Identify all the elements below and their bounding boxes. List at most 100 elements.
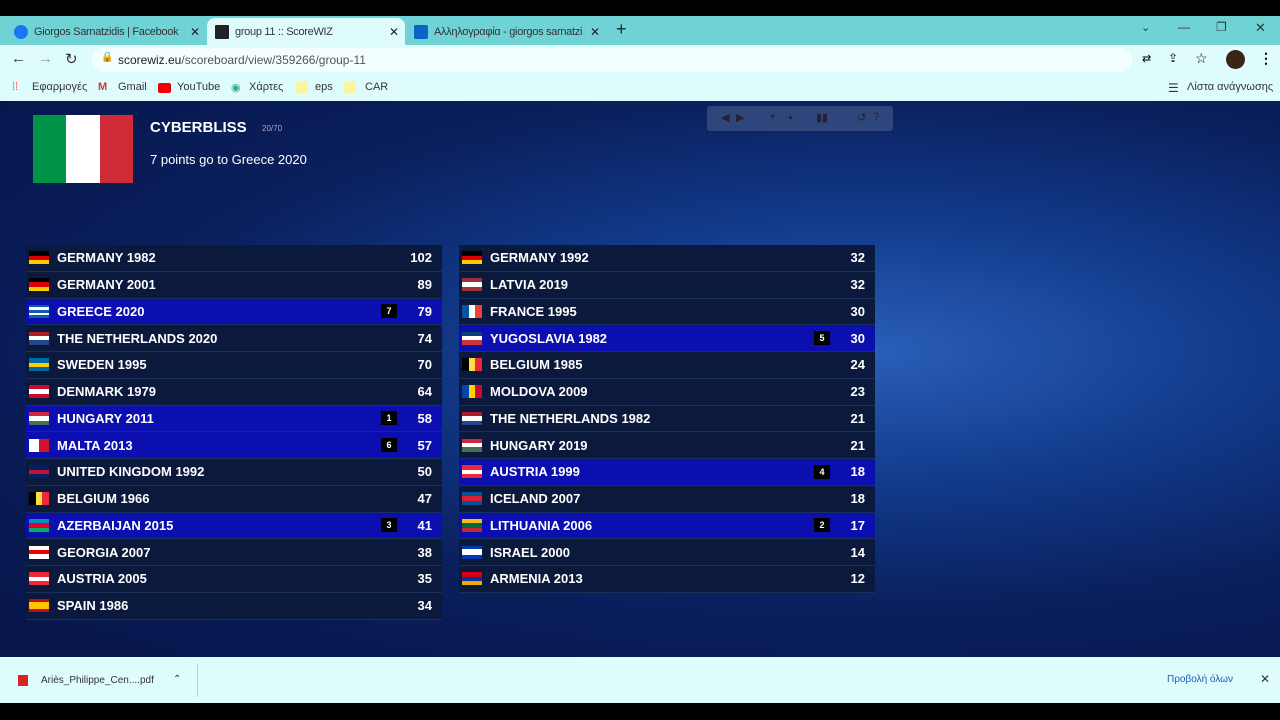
reading-list-button[interactable]: Λίστα ανάγνωσης [1187, 81, 1274, 93]
moldova-flag-icon [462, 385, 483, 399]
show-all-downloads-button[interactable]: Προβολή όλων [1167, 674, 1233, 685]
pdf-icon [18, 675, 28, 686]
help-icon[interactable]: ? [873, 111, 880, 123]
georgia-flag-icon [29, 545, 49, 559]
tab-search-icon[interactable]: ⌄ [1141, 22, 1151, 34]
maps-icon: ◉ [231, 82, 241, 94]
entry-points: 50 [417, 464, 432, 480]
tab-scorewiz[interactable]: group 11 :: ScoreWIZ ✕ [207, 18, 405, 45]
entry-name: SPAIN 1986 [57, 598, 129, 614]
minimize-button[interactable]: — [1178, 20, 1190, 34]
entry-points: 24 [850, 357, 865, 373]
scoreboard-row: AUSTRIA 2005 35 [26, 566, 442, 593]
chevron-up-icon[interactable]: ⌃ [173, 674, 182, 685]
entry-name: GERMANY 2001 [57, 277, 156, 293]
reload-button[interactable]: ↻ [65, 51, 78, 68]
scoreboard-row: FRANCE 1995 30 [459, 298, 875, 326]
scoreboard: CYBERBLISS 20/70 7 points go to Greece 2… [0, 101, 1280, 657]
entry-name: LITHUANIA 2006 [490, 517, 593, 533]
germany-flag-icon [462, 251, 482, 265]
entry-name: FRANCE 1995 [490, 303, 577, 319]
austria-flag-icon [462, 465, 482, 479]
close-download-bar-icon[interactable]: ✕ [1260, 672, 1271, 686]
scoreboard-row: MALTA 2013 6 57 [26, 432, 442, 459]
restart-icon[interactable]: ↺ [857, 112, 867, 124]
maximize-button[interactable]: ❐ [1216, 20, 1227, 34]
entry-points: 32 [850, 250, 865, 266]
speed-up-icon[interactable]: ▲ [787, 114, 794, 121]
scoreboard-row: ARMENIA 2013 12 [459, 566, 875, 593]
tab-outlook[interactable]: Αλληλογραφία - giorgos sarnatzi ✕ [406, 18, 606, 45]
entry-points: 14 [850, 544, 865, 560]
entry-name: HUNGARY 2011 [57, 410, 154, 426]
bookmark-eps[interactable]: eps [315, 81, 333, 93]
bookmarks-bar: ⁞⁞ Εφαρμογές M Gmail YouTube ◉ Χάρτες eps C… [0, 75, 1280, 101]
lithuania-flag-icon [462, 518, 482, 532]
france-flag-icon [462, 304, 483, 318]
tab-facebook[interactable]: Giorgos Sarnatzidis | Facebook ✕ [6, 18, 206, 45]
scoreboard-row: BELGIUM 1966 47 [26, 485, 442, 513]
close-tab-icon[interactable]: ✕ [589, 24, 600, 39]
entry-points: 18 [850, 464, 865, 480]
scoreboard-row: YUGOSLAVIA 1982 5 30 [459, 325, 875, 352]
entry-name: MALTA 2013 [57, 437, 133, 453]
scoreboard-row: DENMARK 1979 64 [26, 378, 442, 406]
israel-flag-icon [462, 545, 482, 559]
received-points-badge: 3 [381, 518, 397, 533]
vote-message: 7 points go to Greece 2020 [150, 152, 307, 167]
back-button[interactable]: ← [11, 50, 26, 67]
entry-name: GERMANY 1992 [490, 250, 589, 266]
scoreboard-row: AZERBAIJAN 2015 3 41 [26, 512, 442, 540]
menu-icon[interactable]: ⋮ [1259, 50, 1273, 66]
forward-button[interactable]: → [38, 50, 53, 67]
download-item[interactable]: Ariès_Philippe_Cen....pdf [41, 675, 154, 686]
entry-name: YUGOSLAVIA 1982 [490, 330, 608, 346]
close-tab-icon[interactable]: ✕ [388, 24, 399, 39]
bookmark-gmail[interactable]: Gmail [118, 81, 147, 93]
entry-name: AUSTRIA 1999 [490, 464, 580, 480]
new-tab-button[interactable]: + [616, 19, 627, 39]
bookmark-youtube[interactable]: YouTube [177, 81, 221, 93]
speed-down-icon[interactable]: ▼ [769, 114, 776, 121]
entry-name: HUNGARY 2019 [490, 437, 588, 453]
entry-points: 58 [417, 410, 432, 426]
tab-label: Giorgos Sarnatzidis | Facebook [34, 25, 179, 38]
received-points-badge: 1 [381, 411, 397, 426]
entry-name: ICELAND 2007 [490, 491, 581, 507]
entry-points: 70 [417, 357, 432, 373]
belgium-flag-icon [462, 358, 483, 372]
entry-points: 89 [417, 277, 432, 293]
entry-name: GERMANY 1982 [57, 250, 156, 266]
reading-list-icon: ☰ [1168, 81, 1179, 95]
denmark-flag-icon [29, 385, 49, 399]
entry-points: 12 [850, 571, 865, 587]
translate-icon[interactable]: ⇄ [1142, 53, 1152, 65]
entry-name: AZERBAIJAN 2015 [57, 517, 174, 533]
divider [197, 663, 198, 697]
entry-name: BELGIUM 1966 [57, 491, 150, 507]
entry-name: ARMENIA 2013 [490, 571, 583, 587]
pause-icon[interactable]: ▮▮ [816, 112, 829, 124]
entry-name: LATVIA 2019 [490, 277, 569, 293]
entry-points: 38 [417, 544, 432, 560]
scoreboard-row: HUNGARY 2011 1 58 [26, 405, 442, 433]
entry-points: 64 [417, 384, 432, 400]
prev-icon[interactable]: ◀ [721, 112, 730, 124]
avatar[interactable] [1226, 50, 1245, 69]
bookmark-star-icon[interactable]: ☆ [1195, 50, 1208, 66]
share-icon[interactable]: ⇪ [1168, 51, 1179, 65]
bookmark-apps[interactable]: Εφαρμογές [32, 81, 88, 93]
close-tab-icon[interactable]: ✕ [189, 24, 200, 39]
scoreboard-row: ISRAEL 2000 14 [459, 539, 875, 566]
folder-icon [296, 81, 308, 93]
entry-points: 57 [417, 437, 432, 453]
next-icon[interactable]: ▶ [736, 112, 745, 124]
close-window-button[interactable]: ✕ [1255, 20, 1266, 35]
bookmark-car[interactable]: CAR [365, 81, 389, 93]
scoreboard-left-column: GERMANY 1982 102 GERMANY 2001 89 GREECE 2020… [26, 245, 442, 620]
entry-points: 30 [850, 303, 865, 319]
url-input[interactable]: 🔒 scorewiz.eu/scoreboard/view/359266/grou… [92, 48, 1132, 72]
latvia-flag-icon [462, 278, 482, 292]
scoreboard-row: GREECE 2020 7 79 [26, 298, 442, 326]
bookmark-maps[interactable]: Χάρτες [249, 81, 284, 93]
